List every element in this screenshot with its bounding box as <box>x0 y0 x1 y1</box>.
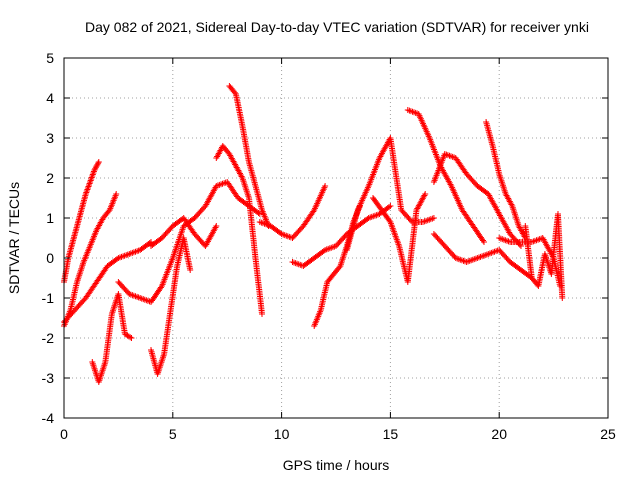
y-tick-label: -4 <box>42 410 55 426</box>
data-point <box>387 203 394 209</box>
series-arc-8 <box>191 179 263 221</box>
data-point <box>559 295 566 301</box>
data-point <box>94 161 101 168</box>
y-tick-label: 2 <box>46 170 54 186</box>
series-arc-18 <box>430 231 535 281</box>
y-tick-label: -1 <box>42 290 55 306</box>
data-point <box>213 223 220 229</box>
series-arc-10 <box>226 83 272 229</box>
series-arc-2 <box>61 191 120 329</box>
y-tick-label: 5 <box>46 50 54 66</box>
y-tick-label: 4 <box>46 90 54 106</box>
data-point <box>128 335 135 341</box>
series-arc-6 <box>148 235 194 377</box>
chart-title: Day 082 of 2021, Sidereal Day-to-day VTE… <box>85 19 589 35</box>
x-tick-label: 5 <box>169 426 177 442</box>
y-axis-ticks: -4 -3 -2 -1 0 1 2 3 4 5 <box>42 50 608 426</box>
data-point <box>322 183 329 189</box>
series-arc-7 <box>148 215 220 249</box>
x-tick-label: 10 <box>274 426 290 442</box>
y-tick-label: 3 <box>46 130 54 146</box>
data-point <box>422 191 429 197</box>
series-arc-15 <box>370 191 429 285</box>
y-tick-label: 0 <box>46 250 54 266</box>
data-point <box>91 167 98 173</box>
series-arc-11 <box>256 183 329 241</box>
y-tick-label: -3 <box>42 370 55 386</box>
series-arc-12 <box>289 203 394 269</box>
data-point <box>95 159 102 165</box>
data-point <box>92 165 99 172</box>
series-arc-9 <box>213 143 265 317</box>
x-axis-label: GPS time / hours <box>283 457 390 473</box>
series-arc-19 <box>483 119 529 241</box>
series-arc-3 <box>61 239 154 325</box>
x-tick-label: 0 <box>60 426 68 442</box>
data-point <box>259 311 265 317</box>
x-tick-label: 20 <box>491 426 507 442</box>
series-arc-4 <box>89 291 135 385</box>
y-tick-label: -2 <box>42 330 55 346</box>
data-point <box>95 160 102 167</box>
data-point <box>231 89 238 96</box>
series-arc-21 <box>522 211 566 301</box>
data-point <box>127 334 134 341</box>
data-point <box>386 204 392 210</box>
data-points <box>61 83 566 385</box>
data-point <box>187 267 194 273</box>
series-arc-17 <box>430 151 524 249</box>
x-tick-label: 25 <box>600 426 616 442</box>
grid-lines <box>64 58 608 418</box>
series-arc-14 <box>343 135 437 253</box>
plot-frame <box>63 57 609 419</box>
data-point <box>113 191 120 197</box>
x-axis-ticks: 0 5 10 15 20 25 <box>60 58 616 442</box>
x-tick-label: 15 <box>383 426 399 442</box>
y-axis-label: SDTVAR / TECUs <box>6 182 22 294</box>
y-tick-label: 1 <box>46 210 54 226</box>
data-point <box>430 215 437 221</box>
data-point <box>481 239 487 245</box>
